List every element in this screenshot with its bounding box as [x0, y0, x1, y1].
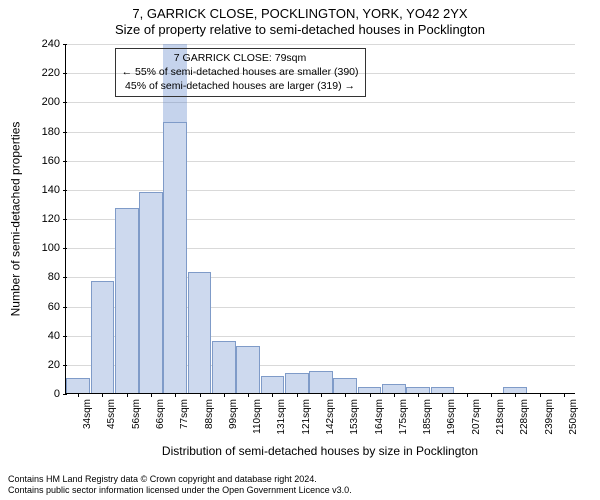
y-tick-label: 120 — [42, 213, 66, 225]
x-tick-label: 56sqm — [131, 399, 142, 429]
x-tick-label: 228sqm — [519, 399, 530, 435]
chart-title-subtitle: Size of property relative to semi-detach… — [0, 22, 600, 37]
histogram-bar — [382, 384, 406, 393]
y-tick-label: 220 — [42, 67, 66, 79]
y-tick-label: 40 — [48, 330, 66, 342]
histogram-bar — [309, 371, 333, 393]
x-tick-label: 207sqm — [471, 399, 482, 435]
x-tick-mark — [200, 393, 201, 397]
y-tick-label: 0 — [54, 388, 66, 400]
histogram-bar — [115, 208, 139, 393]
x-tick-mark — [224, 393, 225, 397]
y-tick-label: 100 — [42, 242, 66, 254]
y-tick-label: 180 — [42, 126, 66, 138]
x-tick-label: 196sqm — [446, 399, 457, 435]
x-tick-label: 164sqm — [374, 399, 385, 435]
x-tick-mark — [151, 393, 152, 397]
x-tick-mark — [127, 393, 128, 397]
histogram-bar — [236, 346, 260, 393]
x-tick-label: 99sqm — [228, 399, 239, 429]
chart-container: 7, GARRICK CLOSE, POCKLINGTON, YORK, YO4… — [0, 0, 600, 500]
grid-line — [66, 102, 575, 103]
y-tick-label: 240 — [42, 38, 66, 50]
x-tick-mark — [297, 393, 298, 397]
annotation-box: 7 GARRICK CLOSE: 79sqm ← 55% of semi-det… — [115, 48, 366, 97]
y-axis-label: Number of semi-detached properties — [6, 44, 24, 394]
plot-area: 7 GARRICK CLOSE: 79sqm ← 55% of semi-det… — [65, 44, 575, 394]
x-tick-mark — [394, 393, 395, 397]
annotation-line-1: 7 GARRICK CLOSE: 79sqm — [122, 51, 359, 65]
x-tick-mark — [78, 393, 79, 397]
y-tick-label: 80 — [48, 271, 66, 283]
x-tick-label: 250sqm — [568, 399, 579, 435]
x-tick-label: 77sqm — [179, 399, 190, 429]
x-tick-mark — [467, 393, 468, 397]
histogram-bar — [261, 376, 285, 394]
histogram-bar — [285, 373, 309, 393]
histogram-bar — [212, 341, 236, 394]
x-tick-mark — [321, 393, 322, 397]
x-tick-mark — [345, 393, 346, 397]
histogram-bar — [188, 272, 212, 393]
x-tick-label: 153sqm — [349, 399, 360, 435]
x-tick-label: 142sqm — [325, 399, 336, 435]
histogram-bar — [66, 378, 90, 393]
x-tick-label: 110sqm — [252, 399, 263, 434]
y-tick-label: 60 — [48, 301, 66, 313]
grid-line — [66, 132, 575, 133]
y-tick-label: 20 — [48, 359, 66, 371]
x-tick-mark — [442, 393, 443, 397]
grid-line — [66, 44, 575, 45]
histogram-bar — [91, 281, 115, 393]
x-tick-mark — [564, 393, 565, 397]
x-tick-mark — [248, 393, 249, 397]
x-tick-label: 131sqm — [276, 399, 287, 435]
annotation-line-3: 45% of semi-detached houses are larger (… — [122, 79, 359, 93]
x-tick-label: 45sqm — [106, 399, 117, 429]
x-tick-mark — [175, 393, 176, 397]
x-tick-label: 185sqm — [422, 399, 433, 435]
x-tick-mark — [540, 393, 541, 397]
histogram-bar — [139, 192, 163, 393]
x-axis-label: Distribution of semi-detached houses by … — [65, 444, 575, 458]
chart-title-address: 7, GARRICK CLOSE, POCKLINGTON, YORK, YO4… — [0, 6, 600, 21]
x-tick-label: 175sqm — [398, 399, 409, 435]
x-tick-label: 218sqm — [495, 399, 506, 435]
y-tick-label: 160 — [42, 155, 66, 167]
x-tick-mark — [515, 393, 516, 397]
x-tick-mark — [491, 393, 492, 397]
x-tick-label: 121sqm — [301, 399, 312, 435]
y-tick-label: 200 — [42, 96, 66, 108]
x-tick-mark — [370, 393, 371, 397]
x-tick-label: 88sqm — [204, 399, 215, 429]
x-tick-mark — [102, 393, 103, 397]
grid-line — [66, 190, 575, 191]
x-tick-label: 34sqm — [82, 399, 93, 429]
x-tick-label: 66sqm — [155, 399, 166, 429]
histogram-bar — [163, 122, 187, 393]
attribution-text: Contains HM Land Registry data © Crown c… — [8, 474, 352, 497]
grid-line — [66, 161, 575, 162]
x-tick-mark — [418, 393, 419, 397]
histogram-bar — [333, 378, 357, 393]
y-tick-label: 140 — [42, 184, 66, 196]
x-tick-label: 239sqm — [544, 399, 555, 435]
annotation-line-2: ← 55% of semi-detached houses are smalle… — [122, 65, 359, 79]
x-tick-mark — [272, 393, 273, 397]
